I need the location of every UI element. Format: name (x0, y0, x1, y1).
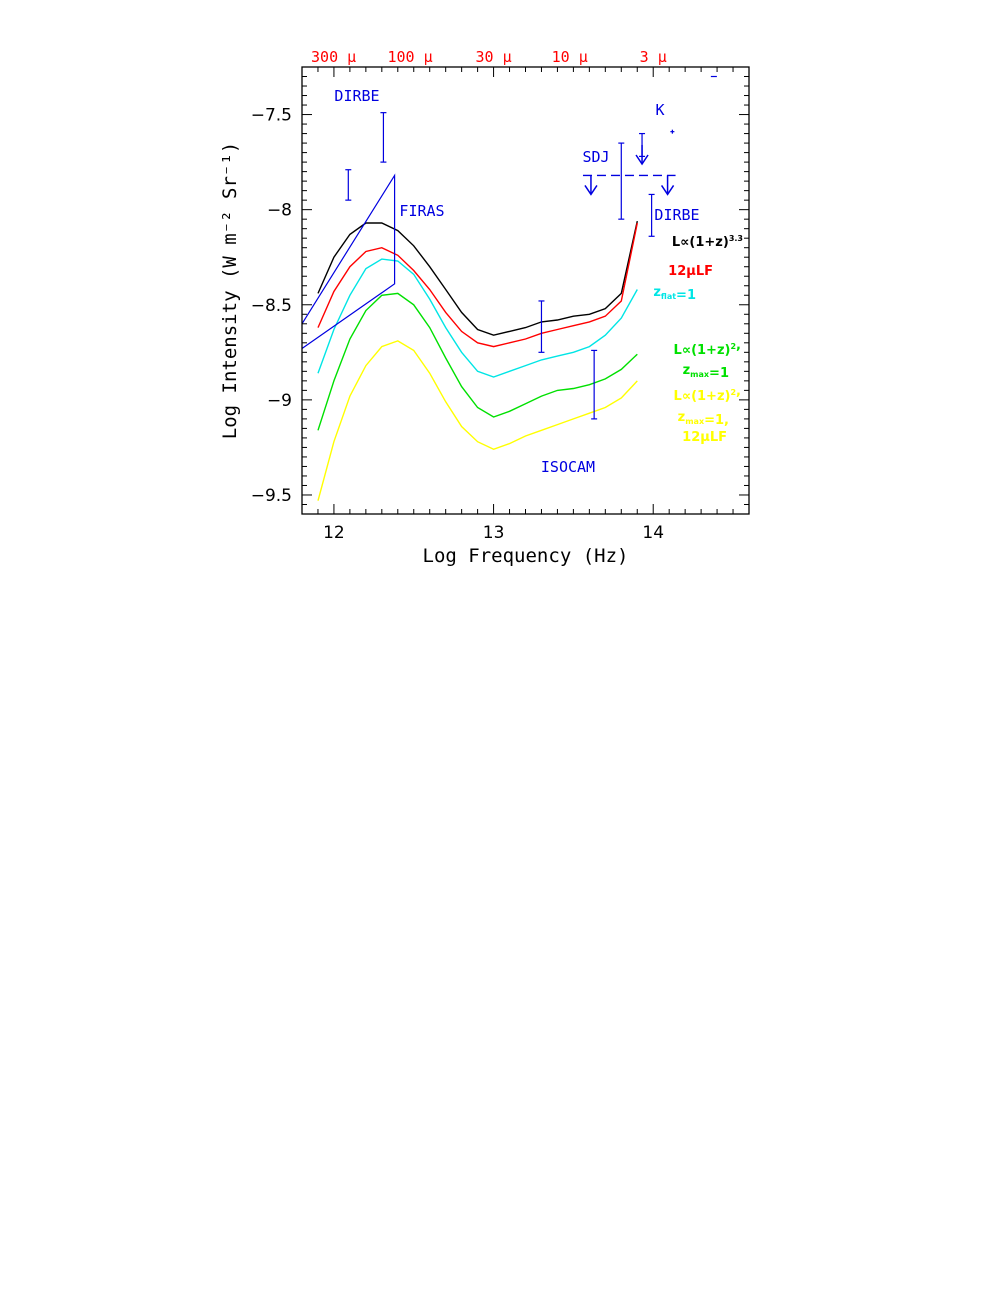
series-line (317, 222, 638, 348)
upper-limit-arrow (584, 175, 598, 196)
legend-entry: 12μLF (682, 430, 727, 445)
wavelength-label: 100 μ (388, 48, 433, 66)
error-bar (648, 193, 655, 237)
legend-entry: L∝(1+z)3.3 (672, 234, 743, 250)
y-tick-label: −8 (267, 201, 292, 221)
legend-entry: zflat=1 (653, 285, 696, 303)
upper-limit-arrow (635, 144, 649, 166)
observation-label: K (655, 101, 664, 119)
firas-region (301, 173, 396, 350)
series-line (317, 220, 638, 336)
legend-entry: zmax=1 (683, 363, 729, 381)
y-tick-label: −7.5 (251, 106, 292, 126)
k-band-point (670, 129, 675, 134)
wavelength-label: 10 μ (552, 48, 588, 66)
observation-label: ISOCAM (541, 458, 595, 476)
observations (301, 75, 717, 420)
observation-label: DIRBE (654, 206, 699, 224)
upper-limit-arrow (660, 175, 675, 196)
observation-label: SDJ (582, 148, 609, 166)
error-bar (618, 142, 625, 220)
y-tick-label: −8.5 (251, 296, 292, 316)
error-bar (591, 349, 598, 420)
axis-ticks (301, 66, 750, 515)
y-tick-label: −9 (267, 391, 292, 411)
x-axis-title: Log Frequency (Hz) (423, 545, 629, 567)
observation-labels: DIRBE FIRAS SDJ K DIRBE ISOCAM (334, 87, 699, 476)
wavelength-label: 3 μ (640, 48, 667, 66)
x-tick-label: 14 (642, 523, 664, 543)
wavelength-label: 30 μ (476, 48, 512, 66)
y-axis-title: Log Intensity (W m⁻² Sr⁻¹) (219, 142, 241, 439)
model-curves (317, 220, 638, 501)
error-bar (380, 112, 387, 163)
x-tick-labels: 12 13 14 (323, 523, 664, 543)
wavelength-labels: 300 μ 100 μ 30 μ 10 μ 3 μ (311, 48, 667, 66)
series-line (317, 292, 638, 431)
legend-entry: L∝(1+z)2, (674, 384, 741, 404)
y-tick-labels: −7.5 −8 −8.5 −9 −9.5 (251, 106, 292, 506)
observation-label: DIRBE (334, 87, 379, 105)
x-tick-label: 12 (323, 523, 345, 543)
legend: L∝(1+z)3.3 12μLF zflat=1 L∝(1+z)2, zmax=1 L∝(… (653, 234, 743, 445)
wavelength-label: 300 μ (311, 48, 356, 66)
series-line (317, 258, 638, 378)
error-bar (345, 169, 352, 201)
y-tick-label: −9.5 (251, 486, 292, 506)
series-line (317, 340, 638, 501)
x-tick-label: 13 (483, 523, 505, 543)
error-bar (538, 300, 545, 353)
legend-entry: 12μLF (668, 264, 713, 279)
observation-label: FIRAS (399, 202, 444, 220)
legend-entry: zmax=1, (678, 410, 729, 428)
legend-entry: L∝(1+z)2, (674, 338, 741, 358)
